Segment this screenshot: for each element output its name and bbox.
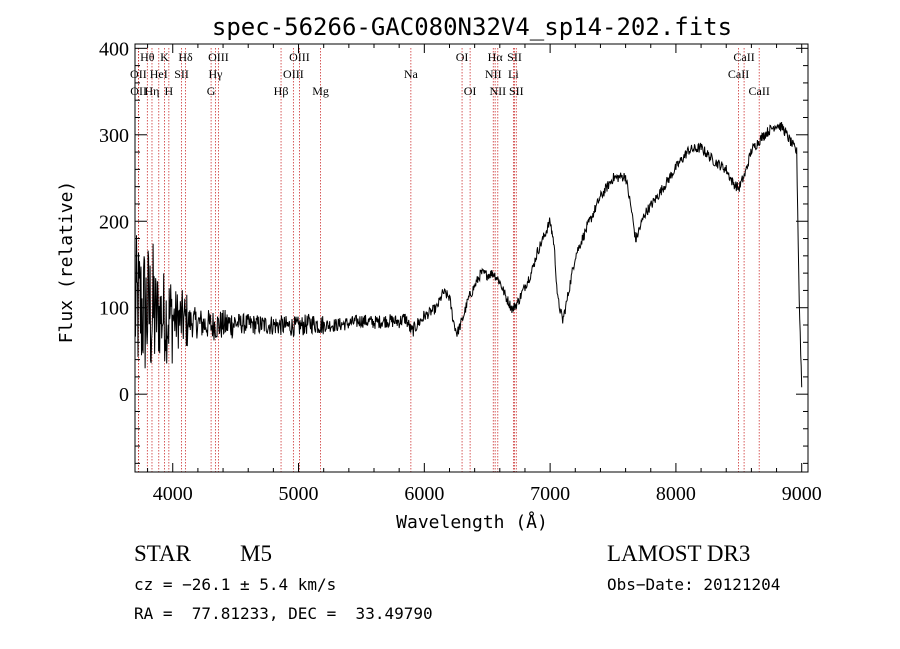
spectral-line-label: Li: [508, 67, 519, 81]
spectral-line-label: OII: [130, 84, 147, 98]
spectral-line-label: Hδ: [178, 50, 193, 64]
spectral-line-label: SII: [174, 67, 189, 81]
x-tick-label: 5000: [279, 483, 319, 505]
chart-title: spec-56266-GAC080N32V4_sp14-202.fits: [212, 13, 732, 41]
spectral-line-label: Hγ: [209, 67, 224, 81]
redshift-velocity: cz = −26.1 ± 5.4 km/s: [134, 575, 336, 594]
x-tick-label: 9000: [782, 483, 822, 505]
spectral-line-label: K: [160, 50, 169, 64]
y-tick-label: 300: [99, 125, 129, 147]
spectral-line-label: CaII: [733, 50, 754, 64]
spectral-line-label: OI: [456, 50, 469, 64]
x-tick-label: 6000: [404, 483, 444, 505]
spectral-line-label: Hα: [488, 50, 504, 64]
survey-name: LAMOST DR3: [607, 541, 750, 566]
object-subclass: M5: [240, 541, 272, 566]
spectral-line-label: Mg: [312, 84, 329, 98]
y-tick-label: 0: [119, 384, 129, 406]
spectrum-line: [134, 122, 803, 388]
x-tick-label: 7000: [530, 483, 570, 505]
x-axis-label: Wavelength (Å): [396, 511, 548, 533]
spectral-line-label: Na: [404, 67, 419, 81]
spectral-line-label: CaII: [749, 84, 770, 98]
coordinates: RA = 77.81233, DEC = 33.49790: [134, 604, 433, 623]
spectral-line-label: SII: [509, 84, 524, 98]
spectral-line-label: CaII: [728, 67, 749, 81]
object-class: STAR: [134, 541, 192, 566]
spectral-line-label: G: [207, 84, 216, 98]
plot-frame: [134, 43, 809, 473]
spectral-line-label: NII: [489, 84, 506, 98]
spectral-line-label: Hθ: [140, 50, 155, 64]
spectral-line-label: H: [165, 84, 174, 98]
x-tick-labels: 4000 5000 6000 7000 8000 9000: [153, 483, 822, 505]
spectral-line-label: HeI: [150, 67, 168, 81]
x-tick-label: 8000: [656, 483, 696, 505]
spectral-line-label: OI: [464, 84, 477, 98]
spectral-line-label: OII: [130, 67, 147, 81]
y-tick-label: 400: [99, 38, 129, 60]
x-tick-label: 4000: [153, 483, 193, 505]
y-tick-label: 100: [99, 298, 129, 320]
spectral-line-label: OIII: [289, 50, 310, 64]
spectral-line-label: OIII: [283, 67, 304, 81]
spectral-line-label: OIII: [208, 50, 229, 64]
spectral-line-label: Hβ: [274, 84, 289, 98]
axis-ticks: [135, 44, 808, 472]
spectral-line-label: SII: [507, 50, 522, 64]
spectral-line-label: Hη: [145, 84, 160, 98]
y-tick-label: 200: [99, 211, 129, 233]
observation-date: Obs−Date: 20121204: [607, 575, 780, 594]
y-tick-labels: 0 100 200 300 400: [99, 38, 129, 406]
spectral-line-label: NII: [485, 67, 502, 81]
y-axis-label: Flux (relative): [56, 181, 77, 344]
spectral-line-markers: [137, 48, 760, 472]
